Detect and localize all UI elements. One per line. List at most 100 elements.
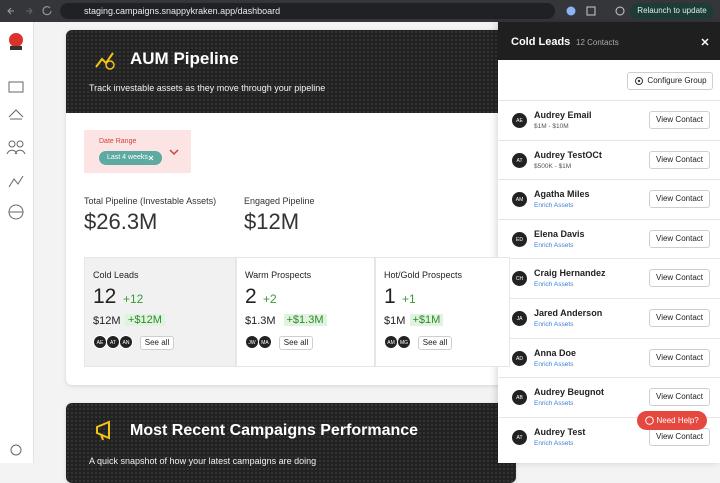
contact-initials: AB (511, 389, 528, 407)
stat-value: $26.3M (84, 209, 158, 234)
contact-row: AT Audrey Test Enrich Assets View Contact (498, 416, 720, 457)
stage-count: 1 (384, 285, 396, 308)
view-contact-button[interactable]: View Contact (649, 111, 710, 129)
contact-name: Jared Anderson (534, 308, 603, 318)
help-button[interactable]: Need Help? (637, 411, 707, 430)
stage-amount-delta: +$1M (409, 314, 444, 326)
contact-row: AB Audrey Beugnot Enrich Assets View Contac… (498, 377, 720, 417)
view-contact-button[interactable]: View Contact (649, 388, 710, 407)
contact-initials: CH (511, 270, 528, 288)
contact-detail[interactable]: Enrich Assets (534, 360, 574, 368)
view-contact-button[interactable]: View Contact (649, 309, 710, 327)
contact-detail[interactable]: Enrich Assets (534, 202, 574, 210)
contact-initials: AD (511, 349, 528, 367)
card-title: Most Recent Campaigns Performance (130, 422, 419, 439)
stat-value: $12M (244, 209, 300, 234)
contact-name: Audrey Test (534, 426, 586, 437)
stage-amount: $1.3M (245, 315, 276, 327)
contact-row: CH Craig Hernandez Enrich Assets View Conta… (498, 258, 720, 298)
card-subtitle: Track investable assets as they move thr… (89, 83, 326, 93)
contact-name: Craig Hernandez (534, 268, 606, 279)
contact-detail: $500K - $1M (534, 162, 572, 170)
contact-initials: AT (511, 151, 528, 169)
see-all-button[interactable]: See all (140, 336, 174, 350)
view-contact-button[interactable]: View Contact (649, 150, 710, 169)
browser-bar: staging.campaigns.snappykraken.app/dashb… (0, 0, 720, 22)
date-chip-text: Last 4 weeks (107, 154, 148, 161)
stage-amount: $1M (384, 315, 406, 327)
date-chip[interactable]: Last 4 weeks (99, 151, 162, 165)
contacts-panel: Cold Leads 12 Contacts Configure Group A… (498, 22, 720, 463)
view-contact-button[interactable]: View Contact (649, 229, 710, 248)
chip-remove[interactable] (148, 155, 154, 161)
contact-name: Elena Davis (534, 228, 585, 239)
gear-icon (635, 77, 643, 85)
card-header (66, 403, 516, 483)
contact-detail[interactable]: Enrich Assets (534, 321, 574, 328)
card-title: AUM Pipeline (130, 49, 239, 68)
configure-label: Configure Group (647, 76, 707, 85)
view-contact-button[interactable]: View Contact (649, 427, 710, 446)
stat-label: Total Pipeline (Investable Assets) (84, 196, 217, 206)
contact-initials: AM (511, 191, 528, 209)
contact-row: JA Jared Anderson Enrich Assets View Contac… (498, 298, 720, 338)
avatar: AN (119, 335, 133, 349)
see-all-button[interactable]: See all (279, 336, 313, 350)
stage-count-delta: +1 (402, 292, 416, 306)
view-contact-button[interactable]: View Contact (649, 348, 710, 367)
contact-count: 12 Contacts (576, 38, 619, 47)
contact-name: Audrey Email (534, 110, 592, 120)
see-all-button[interactable]: See all (418, 336, 452, 350)
stage-name: Hot/Gold Prospects (384, 270, 463, 280)
contact-initials: JA (511, 310, 528, 327)
avatar: AT (106, 335, 120, 349)
stage-amount: $12M (93, 315, 121, 327)
stage-name: Cold Leads (93, 270, 139, 280)
relaunch-button[interactable]: Relaunch to update (630, 3, 714, 19)
avatar: MA (258, 335, 272, 349)
contact-initials: AT (511, 428, 528, 446)
sidebar-icons[interactable] (0, 22, 33, 463)
view-contact-button[interactable]: View Contact (649, 269, 710, 288)
contact-row: AE Audrey Email $1M - $10M View Contact (498, 100, 720, 140)
address-bar[interactable]: staging.campaigns.snappykraken.app/dashb… (60, 3, 555, 19)
view-contact-button[interactable]: View Contact (649, 190, 710, 209)
contact-detail[interactable]: Enrich Assets (534, 439, 574, 447)
contact-detail[interactable]: Enrich Assets (534, 281, 574, 289)
pipeline-stage[interactable]: Warm Prospects 2 +2 $1.3M +$1.3M JW MA See all (236, 257, 375, 367)
stage-count-delta: +2 (263, 292, 277, 306)
contact-row: AD Anna Doe Enrich Assets View Contact (498, 337, 720, 378)
contact-initials: AE (511, 112, 528, 129)
browser-icons[interactable] (565, 5, 625, 17)
configure-button[interactable]: Configure Group (627, 72, 713, 90)
pipeline-stage[interactable]: Cold Leads 12 +12 $12M +$12M AE AT AN See all (84, 257, 236, 367)
contact-detail[interactable]: Enrich Assets (534, 241, 574, 249)
stage-name: Warm Prospects (245, 270, 312, 280)
contact-detail: $1M - $10M (534, 123, 569, 130)
contact-name: Audrey Beugnot (534, 387, 605, 398)
avatar: AM (384, 335, 398, 349)
contact-row: ED Elena Davis Enrich Assets View Contact (498, 218, 720, 259)
stage-count: 12 (93, 285, 117, 308)
campaigns-card: Most Recent Campaigns Performance A quic… (66, 403, 516, 483)
date-range-chevron[interactable] (169, 148, 179, 156)
nav-buttons[interactable] (6, 5, 56, 17)
pipeline-icon (95, 52, 115, 70)
stage-amount-delta: +$1.3M (283, 314, 327, 326)
card-header (66, 30, 516, 113)
stage-count: 2 (245, 285, 257, 308)
panel-title: Cold Leads (511, 36, 571, 48)
contact-name: Anna Doe (534, 347, 577, 358)
contact-detail[interactable]: Enrich Assets (534, 400, 574, 408)
card-subtitle: A quick snapshot of how your latest camp… (89, 456, 317, 466)
pipeline-stage[interactable]: Hot/Gold Prospects 1 +1 $1M +$1M AM MG See all (375, 257, 510, 367)
close-panel[interactable] (701, 38, 709, 46)
sidebar (0, 22, 34, 463)
stat-label: Engaged Pipeline (244, 196, 315, 206)
contact-name: Audrey TestOCt (534, 149, 602, 160)
avatar: JW (245, 335, 259, 349)
stage-amount-delta: +$12M (125, 314, 165, 326)
date-range-label: Date Range (99, 138, 137, 145)
